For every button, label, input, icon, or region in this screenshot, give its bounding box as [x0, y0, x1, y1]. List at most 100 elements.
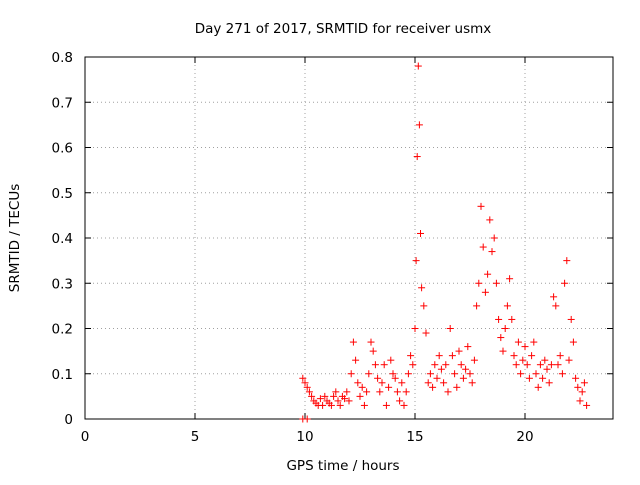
data-point [466, 370, 474, 378]
data-point [565, 356, 573, 364]
data-point [398, 379, 406, 387]
data-point [519, 356, 527, 364]
data-point [455, 347, 463, 355]
data-point [316, 395, 324, 403]
data-point [321, 392, 329, 400]
data-point [415, 121, 423, 129]
data-point [349, 338, 357, 346]
data-point [334, 397, 342, 405]
data-point [539, 374, 547, 382]
data-point [418, 284, 426, 292]
data-point [431, 361, 439, 369]
data-point [574, 383, 582, 391]
data-point [402, 388, 410, 396]
y-tick-label: 0.4 [52, 231, 73, 247]
data-point [468, 379, 476, 387]
x-tick-label: 5 [191, 429, 200, 445]
data-point [534, 383, 542, 391]
data-point [369, 347, 377, 355]
data-point [391, 374, 399, 382]
data-point [550, 293, 558, 301]
data-point [578, 388, 586, 396]
data-point [497, 334, 505, 342]
data-point [330, 392, 338, 400]
y-tick-label: 0.6 [52, 141, 73, 157]
data-point [475, 279, 483, 287]
data-point [521, 343, 529, 351]
data-point [319, 401, 327, 409]
data-point [305, 388, 313, 396]
data-point [446, 325, 454, 332]
y-tick-label: 0.5 [52, 186, 73, 202]
data-point [303, 383, 311, 391]
y-tick-label: 0.7 [52, 95, 73, 111]
data-point [543, 365, 551, 373]
data-point [437, 365, 445, 373]
data-point [541, 356, 549, 364]
data-point [563, 257, 571, 265]
data-point [477, 202, 485, 210]
data-point [576, 397, 584, 405]
data-point [376, 388, 384, 396]
data-point [380, 361, 388, 369]
data-point [422, 329, 430, 337]
data-point [414, 62, 422, 70]
data-point [299, 374, 307, 382]
data-point [358, 383, 366, 391]
data-point [303, 415, 311, 423]
x-tick-label: 10 [296, 429, 313, 445]
data-point [424, 379, 432, 387]
data-point [510, 352, 518, 360]
data-point [525, 374, 533, 382]
data-point [433, 374, 441, 382]
data-point [569, 338, 577, 346]
data-point [580, 379, 588, 387]
data-point [517, 370, 525, 378]
x-tick-label: 0 [81, 429, 90, 445]
y-tick-label: 0.2 [52, 322, 73, 338]
data-point [486, 216, 494, 224]
y-axis-label: SRMTID / TECUs [7, 184, 23, 292]
data-point [462, 365, 470, 373]
data-point [429, 383, 437, 391]
data-point [365, 370, 373, 378]
x-axis-label: GPS time / hours [286, 458, 399, 474]
data-point [336, 401, 344, 409]
data-point [413, 153, 421, 161]
data-point [556, 352, 564, 360]
data-point [567, 315, 575, 323]
data-point [354, 379, 362, 387]
data-point [503, 302, 511, 310]
data-point [396, 397, 404, 405]
data-point [508, 315, 516, 323]
data-point [404, 370, 412, 378]
data-point [371, 361, 379, 369]
data-point [572, 374, 580, 382]
data-point [327, 401, 335, 409]
data-point [435, 352, 443, 360]
data-point [514, 338, 522, 346]
data-point [530, 338, 538, 346]
y-tick-label: 0.3 [52, 276, 73, 292]
data-point [479, 243, 487, 251]
data-point [345, 397, 353, 405]
data-point [332, 388, 340, 396]
data-point [554, 361, 562, 369]
data-point [301, 379, 309, 387]
data-point [444, 388, 452, 396]
data-point [532, 370, 540, 378]
data-point [484, 270, 492, 278]
data-point [412, 257, 420, 265]
x-tick-label: 20 [516, 429, 533, 445]
data-point [343, 388, 351, 396]
data-point [378, 379, 386, 387]
data-point [490, 234, 498, 242]
data-point [464, 343, 472, 351]
data-point [501, 325, 509, 332]
data-point [558, 370, 566, 378]
chart-title: Day 271 of 2017, SRMTID for receiver usm… [195, 21, 492, 37]
y-tick-label: 0 [64, 412, 73, 428]
